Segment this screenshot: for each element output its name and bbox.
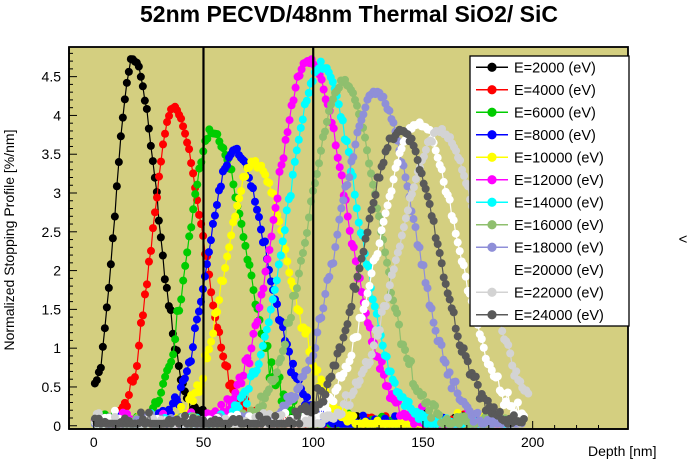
svg-text:0.5: 0.5 [42,379,62,395]
svg-text:3: 3 [53,185,61,201]
svg-text:50: 50 [196,434,212,450]
svg-text:3.5: 3.5 [42,146,62,162]
svg-text:Depth [nm]: Depth [nm] [588,443,656,459]
svg-text:E=24000 (eV): E=24000 (eV) [514,308,604,324]
svg-text:E=8000 (eV): E=8000 (eV) [514,128,596,144]
svg-text:150: 150 [411,434,435,450]
svg-text:0: 0 [90,434,98,450]
svg-text:E=14000 (eV): E=14000 (eV) [514,195,604,211]
svg-text:E=4000 (eV): E=4000 (eV) [514,83,596,99]
svg-text:200: 200 [521,434,545,450]
svg-text:E=18000 (eV): E=18000 (eV) [514,240,604,256]
svg-text:E=2000 (eV): E=2000 (eV) [514,60,596,76]
svg-text:4: 4 [53,107,61,123]
svg-text:E=10000 (eV): E=10000 (eV) [514,150,604,166]
svg-text:4.5: 4.5 [42,69,62,85]
svg-text:<: < [679,231,688,248]
svg-text:1.5: 1.5 [42,301,62,317]
svg-text:0: 0 [53,418,61,434]
svg-text:2.5: 2.5 [42,224,62,240]
svg-text:E=20000 (eV): E=20000 (eV) [514,263,604,279]
svg-text:E=22000 (eV): E=22000 (eV) [514,285,604,301]
svg-text:E=16000 (eV): E=16000 (eV) [514,218,604,234]
svg-text:E=6000 (eV): E=6000 (eV) [514,105,596,121]
svg-text:E=12000 (eV): E=12000 (eV) [514,173,604,189]
svg-text:1: 1 [53,340,61,356]
svg-text:Normalized Stopping Profile [%: Normalized Stopping Profile [%/nm] [1,130,17,351]
svg-text:52nm PECVD/48nm Thermal SiO2/: 52nm PECVD/48nm Thermal SiO2/ SiC [140,1,558,27]
svg-text:2: 2 [53,263,61,279]
svg-text:100: 100 [302,434,326,450]
